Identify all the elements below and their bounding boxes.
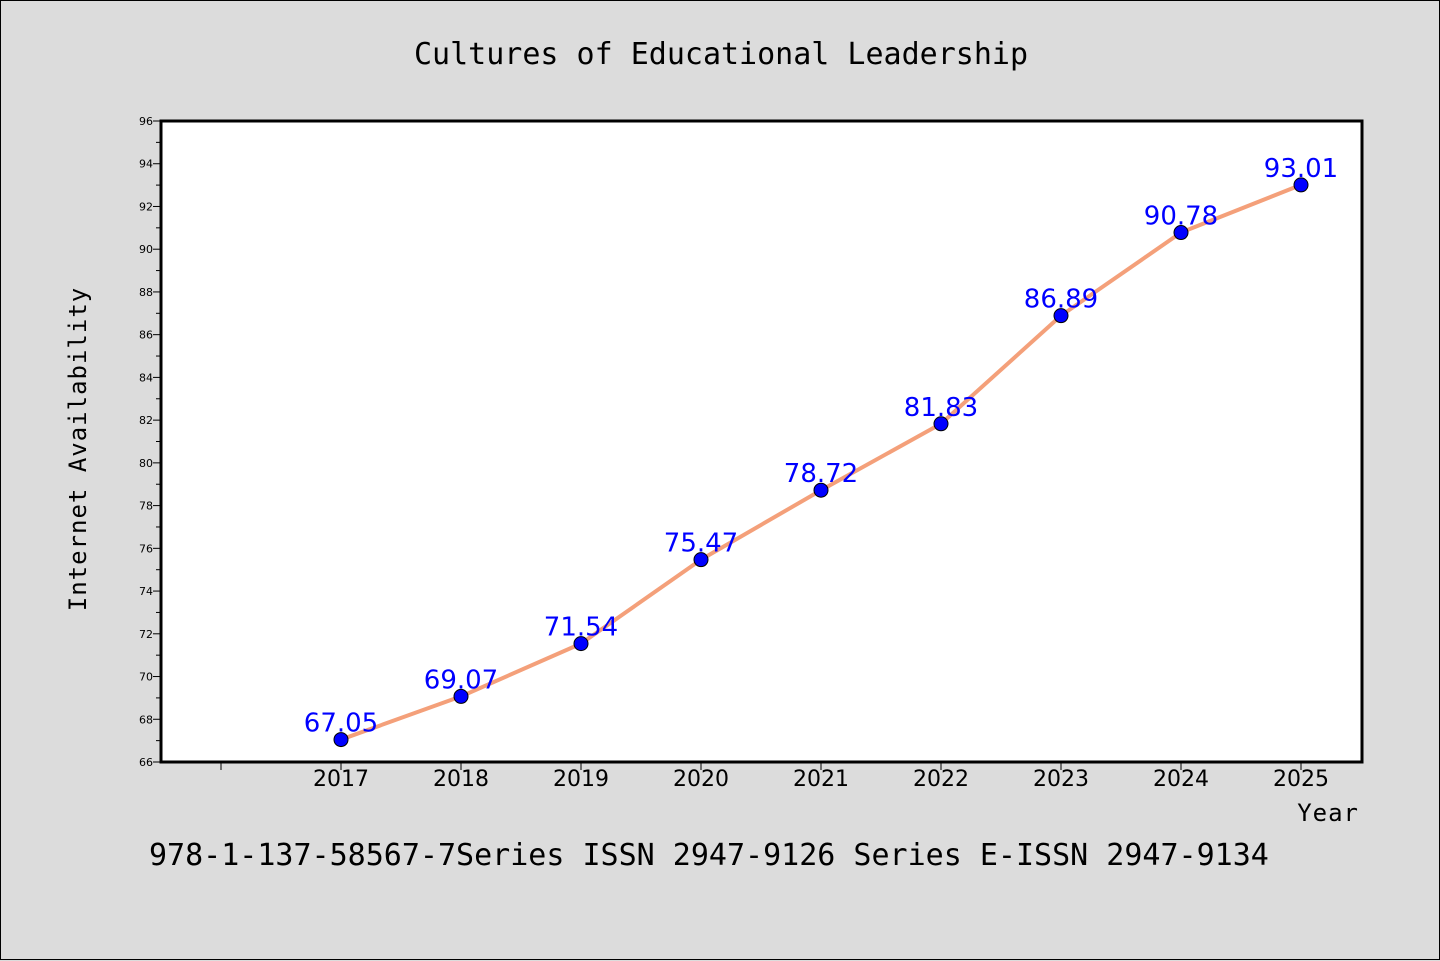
y-tick-label: 66 bbox=[139, 756, 153, 769]
x-tick-label: 2018 bbox=[433, 767, 489, 792]
chart-title: Cultures of Educational Leadership bbox=[414, 37, 1028, 72]
data-point bbox=[1173, 225, 1189, 241]
data-point bbox=[933, 416, 949, 432]
data-point bbox=[453, 688, 469, 704]
data-label: 86.89 bbox=[1024, 285, 1098, 315]
footer-text: 978-1-137-58567-7Series ISSN 2947-9126 S… bbox=[149, 838, 1269, 873]
data-point bbox=[1053, 308, 1069, 324]
x-tick-label: 2023 bbox=[1033, 767, 1089, 792]
data-label: 69.07 bbox=[424, 665, 498, 695]
y-tick-label: 94 bbox=[139, 158, 153, 171]
data-label: 90.78 bbox=[1144, 202, 1218, 232]
x-axis-label: Year bbox=[1297, 799, 1359, 827]
y-tick-label: 84 bbox=[139, 371, 153, 384]
y-tick-label: 76 bbox=[139, 542, 153, 555]
data-point bbox=[693, 552, 709, 568]
y-tick-label: 96 bbox=[139, 115, 153, 128]
y-tick-label: 92 bbox=[139, 200, 153, 213]
data-label: 93.01 bbox=[1264, 154, 1338, 184]
plot-area bbox=[159, 119, 1364, 764]
y-axis-label: Internet Availability bbox=[64, 287, 92, 611]
x-tick-label: 2025 bbox=[1273, 767, 1329, 792]
y-tick-label: 74 bbox=[139, 585, 153, 598]
y-tick-label: 78 bbox=[139, 500, 153, 513]
data-label: 75.47 bbox=[664, 529, 738, 559]
data-point bbox=[573, 636, 589, 652]
x-tick-label: 2021 bbox=[793, 767, 849, 792]
y-tick-label: 82 bbox=[139, 414, 153, 427]
y-tick-label: 68 bbox=[139, 713, 153, 726]
data-label: 71.54 bbox=[544, 613, 618, 643]
data-label: 81.83 bbox=[904, 393, 978, 423]
x-axis: 2017 2018 2019 2020 2021 2022 2023 2024 2025 bbox=[220, 762, 1329, 792]
x-tick-label: 2017 bbox=[313, 767, 369, 792]
y-tick-label: 70 bbox=[139, 671, 153, 684]
x-tick-label: 2022 bbox=[913, 767, 969, 792]
x-tick-label: 2020 bbox=[673, 767, 729, 792]
data-label: 78.72 bbox=[784, 459, 858, 489]
x-tick-label: 2019 bbox=[553, 767, 609, 792]
x-tick-label: 2024 bbox=[1153, 767, 1209, 792]
y-tick-label: 88 bbox=[139, 286, 153, 299]
data-label: 67.05 bbox=[304, 709, 378, 739]
y-tick-label: 72 bbox=[139, 628, 153, 641]
series-group: 67.05 69.07 71.54 75.47 78.72 81.83 86.89 90.78… bbox=[304, 154, 1338, 748]
data-point bbox=[333, 732, 349, 748]
y-axis: 66 68 70 72 74 76 78 80 82 84 86 88 90 92 94 96 bbox=[139, 115, 161, 769]
y-tick-label: 80 bbox=[139, 457, 153, 470]
y-tick-label: 90 bbox=[139, 243, 153, 256]
data-point bbox=[813, 482, 829, 498]
y-tick-label: 86 bbox=[139, 329, 153, 342]
data-point bbox=[1293, 177, 1309, 193]
